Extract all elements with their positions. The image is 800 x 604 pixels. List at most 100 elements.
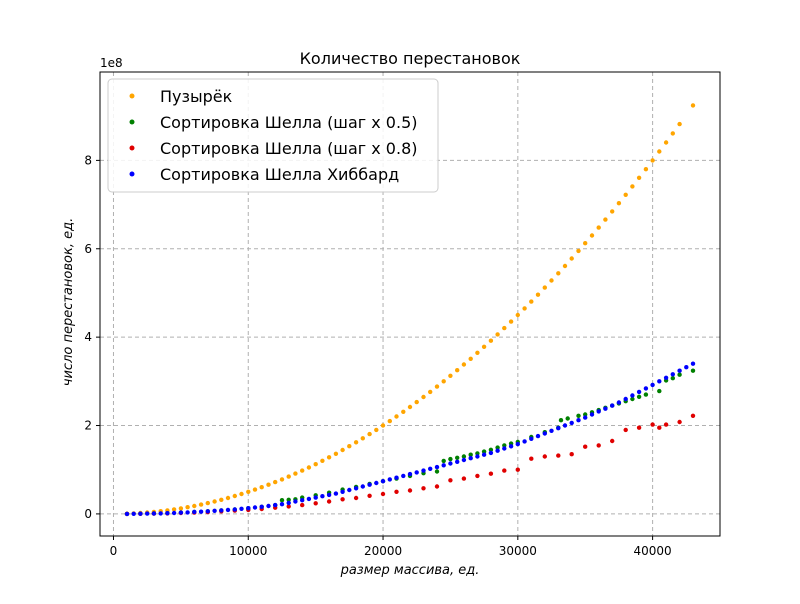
series-1-point bbox=[394, 414, 399, 419]
series-4-point bbox=[239, 506, 244, 511]
series-2-point bbox=[448, 456, 453, 462]
series-4-point bbox=[124, 511, 130, 517]
series-2-point bbox=[630, 396, 635, 402]
legend-marker bbox=[129, 171, 135, 177]
series-1-point bbox=[225, 495, 231, 501]
series-4-point bbox=[145, 511, 150, 516]
series-4-point bbox=[690, 361, 696, 366]
series-2-point bbox=[583, 412, 588, 417]
series-1-point bbox=[630, 184, 635, 189]
series-3-point bbox=[380, 491, 386, 497]
series-1-point bbox=[670, 131, 675, 136]
series-4-point bbox=[232, 507, 237, 512]
series-1-point bbox=[461, 362, 467, 367]
series-1-point bbox=[192, 503, 197, 509]
series-1-point bbox=[488, 338, 494, 343]
y-tick-label: 0 bbox=[84, 507, 92, 521]
series-1-point bbox=[387, 418, 392, 424]
series-1-point bbox=[428, 389, 433, 395]
series-4-point bbox=[650, 382, 655, 388]
series-1-point bbox=[576, 248, 581, 254]
series-4-point bbox=[468, 456, 473, 461]
series-3-point bbox=[475, 473, 480, 479]
series-1-point bbox=[205, 500, 210, 506]
series-4-point bbox=[461, 457, 467, 463]
series-4-point bbox=[367, 482, 372, 487]
series-3-point bbox=[569, 452, 574, 457]
series-3-point bbox=[636, 425, 642, 430]
series-2-point bbox=[475, 451, 480, 456]
series-1-point bbox=[198, 502, 204, 507]
series-3-point bbox=[448, 478, 453, 483]
y-tick-label: 2 bbox=[84, 419, 92, 433]
series-1-point bbox=[246, 489, 251, 494]
legend-box bbox=[107, 78, 439, 193]
series-1-point bbox=[441, 379, 446, 384]
series-3-point bbox=[353, 495, 359, 501]
series-4-point bbox=[630, 393, 635, 398]
series-3-point bbox=[596, 443, 601, 448]
series-4-point bbox=[401, 473, 406, 479]
y-tick-label: 6 bbox=[84, 242, 92, 256]
series-4-point bbox=[178, 510, 184, 515]
series-4-point bbox=[414, 470, 419, 475]
series-1-point bbox=[677, 121, 682, 127]
x-tick-label: 20000 bbox=[364, 544, 402, 558]
series-2-point bbox=[670, 376, 675, 381]
series-3-point bbox=[529, 456, 534, 461]
series-3-point bbox=[488, 471, 494, 476]
series-1-point bbox=[252, 487, 258, 492]
series-4-point bbox=[407, 471, 413, 477]
series-4-point bbox=[353, 486, 359, 491]
series-4-point bbox=[340, 489, 345, 494]
series-1-point bbox=[529, 299, 534, 304]
series-4-point bbox=[394, 475, 399, 480]
series-4-point bbox=[151, 511, 157, 516]
series-4-point bbox=[306, 496, 312, 502]
series-1-point bbox=[535, 292, 541, 297]
series-1-point bbox=[333, 451, 339, 456]
series-1-point bbox=[583, 241, 588, 246]
x-tick-label: 30000 bbox=[499, 544, 537, 558]
series-1-point bbox=[380, 423, 386, 428]
series-1-point bbox=[562, 263, 568, 269]
series-2-point bbox=[434, 469, 440, 474]
legend-marker bbox=[129, 145, 135, 151]
series-1-point bbox=[185, 505, 190, 510]
series-1-point bbox=[515, 312, 520, 318]
legend-label: Сортировка Шелла (шаг х 0.5) bbox=[160, 113, 417, 132]
series-4-point bbox=[300, 498, 305, 503]
series-4-point bbox=[185, 510, 190, 515]
series-1-point bbox=[549, 278, 554, 283]
series-1-point bbox=[353, 440, 359, 445]
series-1-point bbox=[401, 409, 406, 414]
series-4-point bbox=[246, 506, 251, 511]
legend-label: Пузырёк bbox=[160, 87, 233, 106]
series-1-point bbox=[239, 491, 244, 497]
series-2-point bbox=[441, 458, 446, 464]
series-1-point bbox=[589, 233, 595, 238]
series-4-point bbox=[556, 426, 561, 431]
series-4-point bbox=[171, 510, 177, 516]
points-layer bbox=[124, 103, 696, 517]
series-2-point bbox=[461, 454, 467, 459]
series-1-point bbox=[650, 158, 655, 163]
series-4-point bbox=[623, 396, 628, 402]
series-1-point bbox=[448, 373, 453, 378]
series-1-point bbox=[569, 256, 574, 261]
series-1-point bbox=[407, 404, 413, 410]
series-3-point bbox=[610, 438, 615, 444]
series-1-point bbox=[293, 471, 298, 476]
series-1-point bbox=[212, 499, 217, 504]
series-4-point bbox=[583, 415, 588, 420]
series-1-point bbox=[610, 209, 615, 214]
series-4-point bbox=[165, 511, 170, 516]
series-2-point bbox=[279, 498, 285, 503]
series-1-point bbox=[636, 175, 642, 180]
series-4-point bbox=[663, 375, 669, 380]
series-4-point bbox=[225, 507, 231, 513]
series-4-point bbox=[293, 499, 298, 504]
x-tick-label: 40000 bbox=[634, 544, 672, 558]
series-1-point bbox=[502, 325, 507, 331]
